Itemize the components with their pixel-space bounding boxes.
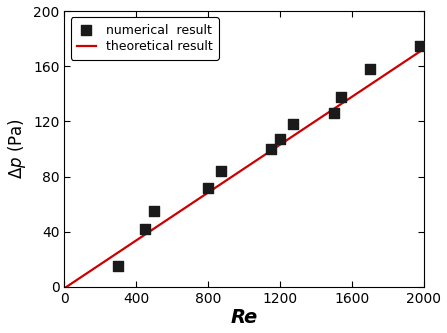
numerical  result: [142, 226, 149, 231]
theoretical result: [256, 157, 261, 161]
theoretical result: [276, 144, 281, 148]
numerical  result: [417, 43, 424, 48]
theoretical result: [421, 47, 426, 51]
Legend: numerical  result, theoretical result: numerical result, theoretical result: [71, 17, 219, 60]
numerical  result: [367, 66, 374, 72]
Line: theoretical result: theoretical result: [64, 49, 424, 288]
numerical  result: [289, 122, 296, 127]
numerical  result: [337, 94, 345, 99]
theoretical result: [232, 172, 238, 176]
numerical  result: [268, 146, 275, 152]
theoretical result: [413, 53, 418, 57]
numerical  result: [330, 111, 337, 116]
numerical  result: [115, 263, 122, 269]
numerical  result: [277, 137, 284, 142]
theoretical result: [235, 171, 240, 175]
numerical  result: [151, 208, 158, 214]
numerical  result: [217, 168, 224, 173]
numerical  result: [205, 185, 212, 190]
Y-axis label: $\Delta p$ (Pa): $\Delta p$ (Pa): [5, 119, 28, 179]
theoretical result: [62, 286, 67, 290]
X-axis label: Re: Re: [231, 308, 258, 327]
theoretical result: [356, 90, 362, 94]
